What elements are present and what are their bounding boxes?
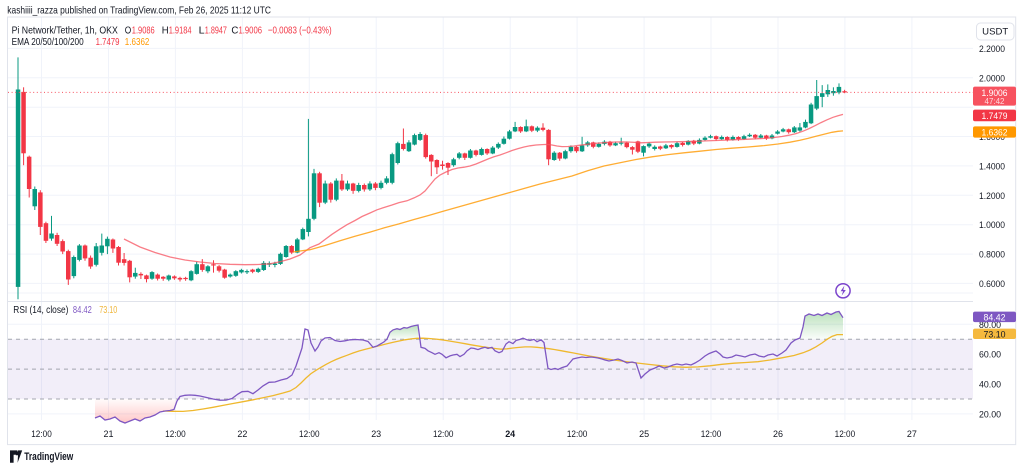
- svg-text:26: 26: [773, 429, 783, 440]
- svg-text:H: H: [162, 25, 169, 37]
- svg-text:kashiiii_razza published on Tr: kashiiii_razza published on TradingView.…: [7, 4, 271, 16]
- svg-text:1.7479: 1.7479: [982, 111, 1008, 121]
- svg-text:73.10: 73.10: [99, 304, 117, 316]
- svg-text:RSI (14, close): RSI (14, close): [13, 304, 68, 316]
- svg-text:2.0000: 2.0000: [979, 73, 1005, 83]
- svg-text:1.6362: 1.6362: [125, 36, 150, 48]
- svg-text:60.00: 60.00: [979, 350, 1001, 360]
- svg-text:USDT: USDT: [982, 27, 1008, 38]
- svg-text:23: 23: [371, 429, 381, 440]
- svg-text:27: 27: [907, 429, 917, 440]
- svg-text:1.4000: 1.4000: [979, 161, 1005, 171]
- svg-text:20.00: 20.00: [979, 409, 1001, 419]
- svg-text:22: 22: [237, 429, 247, 440]
- svg-text:1.8947: 1.8947: [205, 25, 227, 37]
- svg-text:0.6000: 0.6000: [979, 279, 1005, 289]
- svg-text:47:42: 47:42: [985, 96, 1005, 106]
- svg-text:1.0000: 1.0000: [979, 220, 1005, 230]
- svg-text:O: O: [125, 25, 132, 37]
- svg-text:1.6362: 1.6362: [982, 128, 1008, 138]
- svg-text:2.2000: 2.2000: [979, 44, 1005, 54]
- svg-text:TradingView: TradingView: [24, 451, 73, 463]
- svg-text:−0.0083 (−0.43%): −0.0083 (−0.43%): [268, 25, 332, 37]
- svg-text:21: 21: [104, 429, 114, 440]
- svg-text:12:00: 12:00: [433, 429, 454, 440]
- svg-text:40.00: 40.00: [979, 380, 1001, 390]
- svg-text:EMA 20/50/100/200: EMA 20/50/100/200: [12, 36, 84, 48]
- svg-text:73.10: 73.10: [984, 329, 1006, 339]
- svg-text:80.00: 80.00: [979, 320, 1001, 330]
- svg-text:1.9006: 1.9006: [982, 88, 1008, 98]
- svg-text:12:00: 12:00: [835, 429, 856, 440]
- svg-text:84.42: 84.42: [73, 304, 92, 316]
- svg-text:12:00: 12:00: [701, 429, 722, 440]
- svg-text:84.42: 84.42: [984, 312, 1006, 322]
- svg-text:12:00: 12:00: [299, 429, 320, 440]
- svg-text:0.8000: 0.8000: [979, 250, 1005, 260]
- svg-text:C: C: [231, 25, 238, 37]
- svg-text:24: 24: [505, 429, 516, 440]
- svg-text:12:00: 12:00: [567, 429, 588, 440]
- svg-text:Pi Network/Tether, 1h, OKX: Pi Network/Tether, 1h, OKX: [12, 25, 118, 37]
- svg-text:1.2000: 1.2000: [979, 191, 1005, 201]
- svg-text:1.9006: 1.9006: [239, 25, 263, 37]
- svg-text:1.9086: 1.9086: [132, 25, 155, 37]
- svg-text:1.9184: 1.9184: [169, 25, 192, 37]
- svg-text:12:00: 12:00: [31, 429, 52, 440]
- svg-text:12:00: 12:00: [165, 429, 186, 440]
- svg-text:1.7479: 1.7479: [96, 36, 120, 48]
- svg-text:L: L: [199, 25, 205, 37]
- svg-text:25: 25: [639, 429, 649, 440]
